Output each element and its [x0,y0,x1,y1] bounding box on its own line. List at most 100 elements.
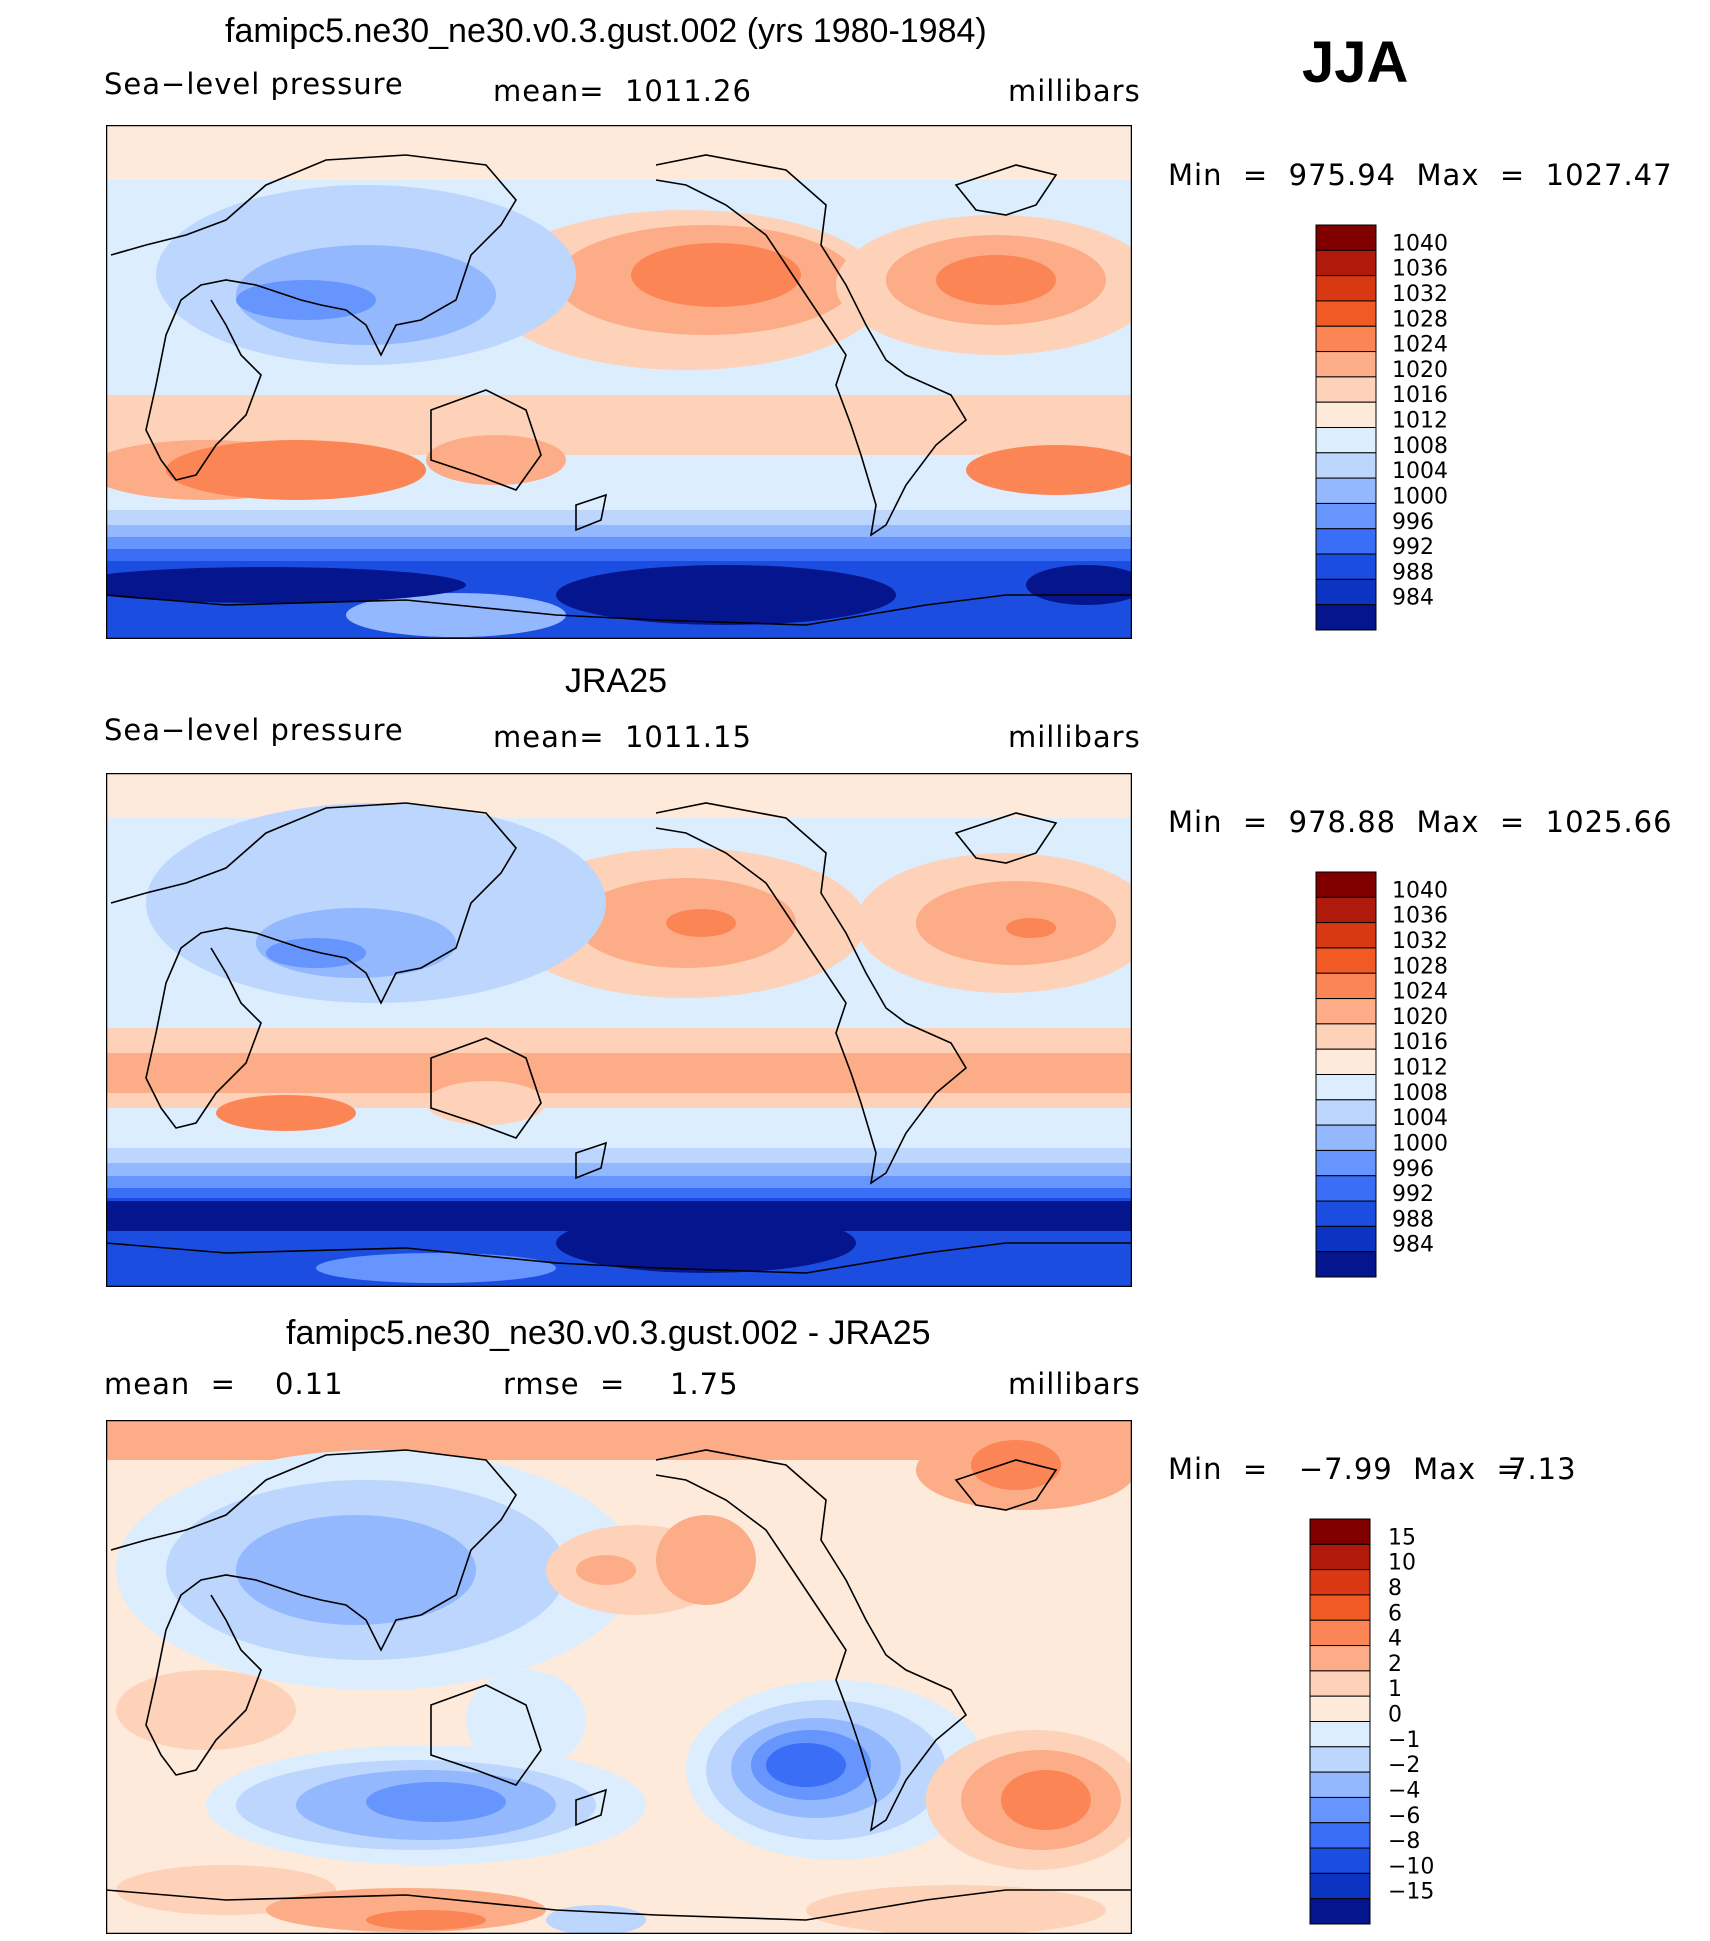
colorbar-2-tick-label: 1008 [1392,1081,1448,1106]
colorbar-1-box [1315,553,1377,580]
panel3-mean-label: mean = [104,1367,236,1401]
panel3-mean-value: 0.11 [275,1367,344,1401]
colorbar-3-tick-label: −10 [1388,1854,1434,1879]
colorbar-2-box [1315,1200,1377,1227]
colorbar-3-box [1309,1796,1371,1824]
panel1-variable-label: Sea−level pressure [104,67,404,101]
colorbar-2-tick-label: 1012 [1392,1056,1448,1081]
colorbar-2-box [1315,896,1377,924]
colorbar-3-tick-label: −4 [1388,1778,1420,1803]
colorbar-3-tick-label: −6 [1388,1804,1420,1829]
colorbar-2-box [1315,947,1377,974]
colorbar-3-box [1309,1898,1371,1925]
colorbar-1-tick-label: 1040 [1392,231,1448,256]
colorbar-2-box [1315,1175,1377,1202]
colorbar-2-tick-label: 1036 [1392,904,1448,929]
panel3-units-label: millibars [1008,1367,1141,1401]
colorbar-2-tick-label: 1016 [1392,1030,1448,1055]
colorbar-1-box [1315,401,1377,428]
colorbar-3-tick-label: 10 [1388,1551,1416,1576]
colorbar-2-tick-label: 996 [1392,1157,1434,1182]
colorbar-3-tick-label: −8 [1388,1829,1420,1854]
panel1-units-label: millibars [1008,74,1141,108]
colorbar-3-box [1309,1847,1371,1874]
colorbar-2-tick-label: 1000 [1392,1131,1448,1156]
panel2-field [106,773,1132,1287]
season-label: JJA [1302,30,1409,95]
colorbar-2-tick-label: 1020 [1392,1005,1448,1030]
panel3-map [106,1420,1132,1934]
colorbar-1-tick-label: 1008 [1392,434,1448,459]
colorbar-1-tick-label: 984 [1392,586,1434,611]
colorbar-1-tick-label: 1000 [1392,484,1448,509]
colorbar-2-tick-label: 1028 [1392,954,1448,979]
colorbar-1-box [1315,502,1377,530]
colorbar-2-box [1315,998,1377,1025]
panel2-title: JRA25 [565,662,668,700]
colorbar-2-tick-label: 988 [1392,1207,1434,1232]
colorbar-2-box [1315,1099,1377,1126]
colorbar-2-box [1315,1074,1377,1101]
colorbar-1-tick-label: 1036 [1392,257,1448,282]
colorbar-3-box [1309,1518,1371,1545]
colorbar-1-tick-label: 1004 [1392,459,1448,484]
colorbar-3-tick-label: 4 [1388,1627,1402,1652]
colorbar-3-box [1309,1771,1371,1798]
colorbar-2-box [1315,1023,1377,1050]
colorbar-3-box [1309,1746,1371,1773]
colorbar-2-box [1315,1225,1377,1253]
panel2-units-label: millibars [1008,720,1141,754]
panel1-minmax: Min = 975.94 Max = 1027.47 [1168,158,1673,192]
colorbar-1-tick-label: 988 [1392,560,1434,585]
colorbar-1-box [1315,578,1377,606]
colorbar-3-box [1309,1594,1371,1621]
colorbar-1-tick-label: 1024 [1392,333,1448,358]
colorbar-2-tick-label: 992 [1392,1182,1434,1207]
colorbar-3-tick-label: 15 [1388,1525,1416,1550]
panel2-variable-label: Sea−level pressure [104,713,404,747]
colorbar-1-tick-label: 996 [1392,510,1434,535]
colorbar-3-box [1309,1619,1371,1647]
colorbar-2-box [1315,1149,1377,1177]
colorbar-1-tick-label: 1012 [1392,409,1448,434]
panel2-map [106,773,1132,1287]
colorbar-3-tick-label: −1 [1388,1728,1420,1753]
colorbar-1-tick-label: 992 [1392,535,1434,560]
panel3-max-value: 7.13 [1508,1452,1577,1486]
colorbar-3-tick-label: 6 [1388,1601,1402,1626]
colorbar-3-box [1309,1543,1371,1571]
colorbar-3-box [1309,1645,1371,1672]
panel2-minmax: Min = 978.88 Max = 1025.66 [1168,805,1673,839]
colorbar-2-tick-label: 1024 [1392,980,1448,1005]
panel3-field [106,1420,1132,1934]
colorbar-2-tick-label: 1032 [1392,929,1448,954]
colorbar-3-tick-label: 2 [1388,1652,1402,1677]
colorbar-2-tick-label: 1004 [1392,1106,1448,1131]
colorbar-3-box [1309,1872,1371,1900]
colorbar-1-box [1315,275,1377,302]
colorbar-1-tick-label: 1032 [1392,282,1448,307]
colorbar-1-box [1315,452,1377,479]
colorbar-1-box [1315,427,1377,454]
panel3-minmax-label: Min = −7.99 Max = [1168,1452,1522,1486]
colorbar-3-tick-label: 8 [1388,1576,1402,1601]
colorbar-1-tick-label: 1016 [1392,383,1448,408]
panel2-mean-label: mean= 1011.15 [493,720,752,754]
panel1-field [106,125,1132,639]
colorbar-3-tick-label: 0 [1388,1703,1402,1728]
colorbar-3-tick-label: −15 [1388,1880,1434,1905]
panel1-map [106,125,1132,639]
colorbar-2-tick-label: 984 [1392,1233,1434,1258]
colorbar-2-box [1315,972,1377,1000]
colorbar-1-box [1315,325,1377,353]
colorbar-1-box [1315,604,1377,631]
colorbar-1-box [1315,477,1377,504]
colorbar-2-box [1315,1048,1377,1075]
colorbar-2-box [1315,922,1377,949]
panel1-title: famipc5.ne30_ne30.v0.3.gust.002 (yrs 198… [225,12,987,50]
colorbar-3-box [1309,1670,1371,1697]
colorbar-3-tick-label: −2 [1388,1753,1420,1778]
colorbar-3-tick-label: 1 [1388,1677,1402,1702]
panel3-rmse-value: 1.75 [670,1367,739,1401]
